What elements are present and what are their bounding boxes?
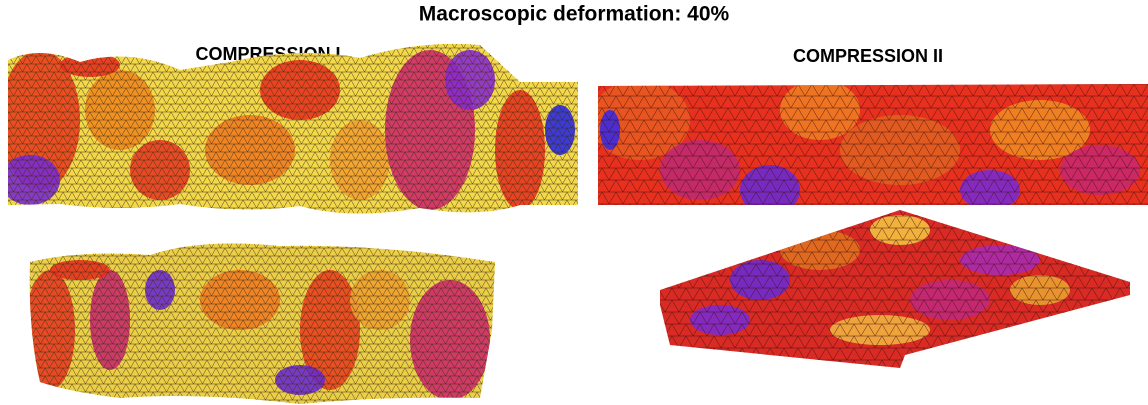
panel-label: COMPRESSION II [793,46,943,66]
mesh-lines [0,30,590,230]
page: Macroscopic deformation: 40% COMPRESSION… [0,0,1148,405]
mesh-lines [650,200,1140,375]
figure: Macroscopic deformation: 40% COMPRESSION… [0,0,1148,405]
figure-title: Macroscopic deformation: 40% [419,3,730,26]
mesh-compression-2-side [590,80,1148,215]
mesh-lines [590,80,1148,210]
mesh-lines [20,230,500,405]
mesh-compression-2-3d [650,200,1140,375]
mesh-compression-1-3d [20,230,500,405]
mesh-compression-1-side [0,30,590,230]
